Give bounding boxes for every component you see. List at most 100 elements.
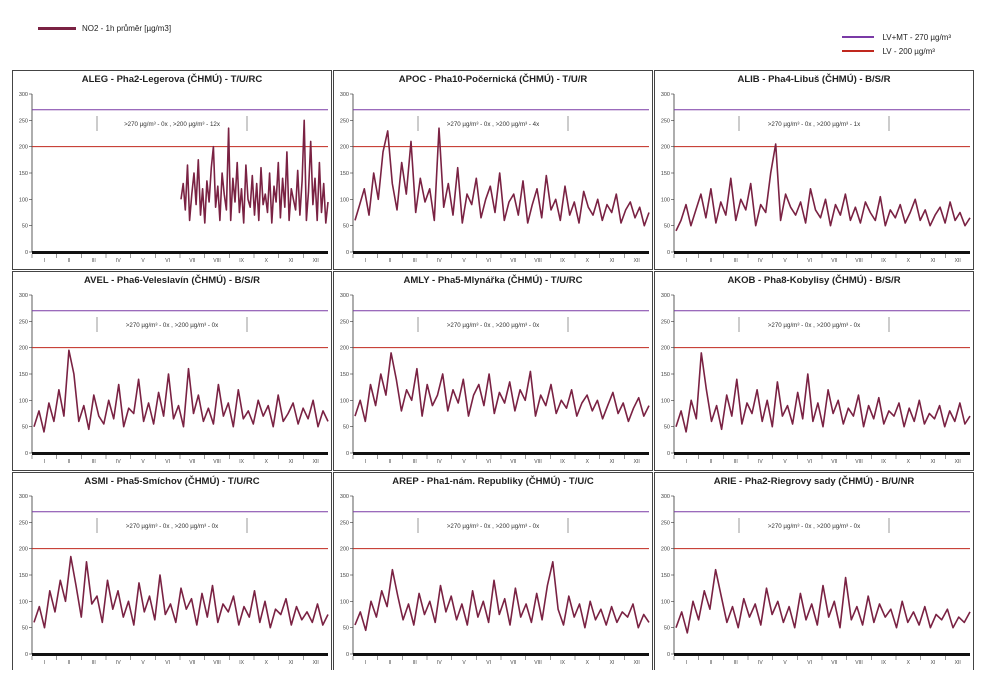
x-tick-label: VII <box>831 459 837 465</box>
x-tick-label: III <box>413 258 417 264</box>
y-tick-label: 150 <box>19 573 28 579</box>
x-tick-label: V <box>783 258 787 264</box>
x-tick-label: II <box>710 459 713 465</box>
y-tick-label: 150 <box>19 171 28 177</box>
x-tick-label: IV <box>758 258 763 264</box>
no2-series-line <box>33 555 329 629</box>
chart-title: AREP - Pha1-nám. Republiky (ČHMÚ) - T/U/… <box>392 475 594 487</box>
x-tick-label: IX <box>239 459 244 465</box>
x-tick-label: V <box>462 258 466 264</box>
x-tick-label: VII <box>510 459 516 465</box>
exceedance-annotation: >270 µg/m³ - 0x , >200 µg/m³ - 0x <box>417 317 569 332</box>
x-axis-bar <box>674 653 970 656</box>
chart-title: ARIE - Pha2-Riegrovy sady (ČHMÚ) - B/U/N… <box>714 475 915 487</box>
x-tick-label: IV <box>437 459 442 465</box>
y-tick-label: 200 <box>340 346 349 352</box>
x-tick-label: XII <box>313 459 319 465</box>
y-tick-label: 150 <box>340 573 349 579</box>
y-tick-label: 150 <box>661 171 670 177</box>
exceedance-annotation: >270 µg/m³ - 0x , >200 µg/m³ - 0x <box>738 518 890 533</box>
x-tick-label: IX <box>239 258 244 264</box>
y-tick-label: 50 <box>664 626 670 632</box>
chart-panel-7: ASMI - Pha5-Smíchov (ČHMÚ) - T/U/RC 0 50 10… <box>12 472 332 670</box>
x-tick-label: IX <box>560 459 565 465</box>
no2-series-line <box>354 561 650 632</box>
limit-legend-row-1: LV+MT - 270 µg/m³ <box>842 30 951 44</box>
x-tick-label: XI <box>610 660 615 666</box>
exceedance-annotation: >270 µg/m³ - 0x , >200 µg/m³ - 0x <box>96 317 248 332</box>
x-tick-label: VI <box>486 258 491 264</box>
panel-frame <box>12 70 332 270</box>
y-tick-label: 200 <box>19 547 28 553</box>
series-legend: NO2 - 1h průměr [µg/m3] <box>38 21 171 35</box>
x-tick-label: VII <box>831 660 837 666</box>
x-tick-label: II <box>68 459 71 465</box>
x-tick-label: VII <box>189 459 195 465</box>
y-tick-label: 0 <box>667 451 670 457</box>
y-tick-label: 250 <box>661 118 670 124</box>
y-tick-label: 0 <box>667 652 670 658</box>
limit-legend-swatch-1 <box>842 36 875 38</box>
panel-frame <box>12 271 332 471</box>
x-tick-label: VIII <box>213 459 221 465</box>
x-tick-label: VII <box>189 660 195 666</box>
y-tick-label: 0 <box>25 250 28 256</box>
x-tick-label: X <box>265 258 269 264</box>
chart-title: AMLY - Pha5-Mlynářka (ČHMÚ) - T/U/RC <box>404 274 583 286</box>
y-tick-label: 200 <box>19 346 28 352</box>
y-tick-label: 300 <box>19 494 28 500</box>
x-tick-label: IX <box>881 660 886 666</box>
y-tick-label: 100 <box>340 398 349 404</box>
chart-panel-4: AVEL - Pha6-Veleslavín (ČHMÚ) - B/S/R 0 50… <box>12 271 332 471</box>
x-tick-label: VI <box>486 459 491 465</box>
x-tick-label: XI <box>289 459 294 465</box>
y-tick-label: 50 <box>343 425 349 431</box>
no2-series-line <box>180 119 329 224</box>
y-tick-label: 100 <box>340 599 349 605</box>
chart-title: ASMI - Pha5-Smíchov (ČHMÚ) - T/U/RC <box>84 475 259 487</box>
y-tick-label: 50 <box>343 626 349 632</box>
x-tick-label: XI <box>931 660 936 666</box>
x-tick-label: VI <box>165 258 170 264</box>
panel-frame <box>333 271 653 471</box>
x-tick-label: I <box>686 660 687 666</box>
x-tick-label: IX <box>560 660 565 666</box>
no2-series-line <box>675 568 971 634</box>
y-tick-label: 0 <box>346 652 349 658</box>
x-axis-bar <box>32 452 328 455</box>
panel-frame <box>654 70 974 270</box>
x-tick-label: X <box>265 660 269 666</box>
limits-legend: LV+MT - 270 µg/m³ LV - 200 µg/m³ <box>842 30 951 58</box>
x-tick-label: VIII <box>855 459 863 465</box>
y-tick-label: 50 <box>343 224 349 230</box>
chart-title: ALEG - Pha2-Legerova (ČHMÚ) - T/U/RC <box>82 73 263 85</box>
y-tick-label: 250 <box>340 520 349 526</box>
y-tick-label: 150 <box>340 171 349 177</box>
x-tick-label: X <box>586 258 590 264</box>
x-tick-label: I <box>686 258 687 264</box>
y-tick-label: 50 <box>22 626 28 632</box>
x-tick-label: III <box>413 660 417 666</box>
x-axis-bar <box>674 452 970 455</box>
chart-panel-8: AREP - Pha1-nám. Republiky (ČHMÚ) - T/U/… <box>333 472 653 670</box>
limit-legend-label-2: LV - 200 µg/m³ <box>882 46 935 56</box>
x-tick-label: XII <box>955 459 961 465</box>
annotation-label: >270 µg/m³ - 0x , >200 µg/m³ - 0x <box>447 523 540 530</box>
x-tick-label: XII <box>955 660 961 666</box>
x-tick-label: I <box>44 258 45 264</box>
x-axis-bar <box>674 251 970 254</box>
no2-series-line <box>354 352 650 423</box>
exceedance-annotation: >270 µg/m³ - 0x , >200 µg/m³ - 0x <box>738 317 890 332</box>
x-tick-label: VIII <box>855 258 863 264</box>
y-tick-label: 250 <box>661 319 670 325</box>
annotation-label: >270 µg/m³ - 0x , >200 µg/m³ - 0x <box>126 523 219 530</box>
x-tick-label: X <box>586 459 590 465</box>
x-tick-label: VI <box>165 459 170 465</box>
y-tick-label: 300 <box>340 92 349 98</box>
x-tick-label: VII <box>510 660 516 666</box>
y-tick-label: 150 <box>19 372 28 378</box>
exceedance-annotation: >270 µg/m³ - 0x , >200 µg/m³ - 12x <box>96 116 248 131</box>
y-tick-label: 0 <box>346 250 349 256</box>
y-tick-label: 200 <box>661 145 670 151</box>
x-tick-label: IX <box>560 258 565 264</box>
